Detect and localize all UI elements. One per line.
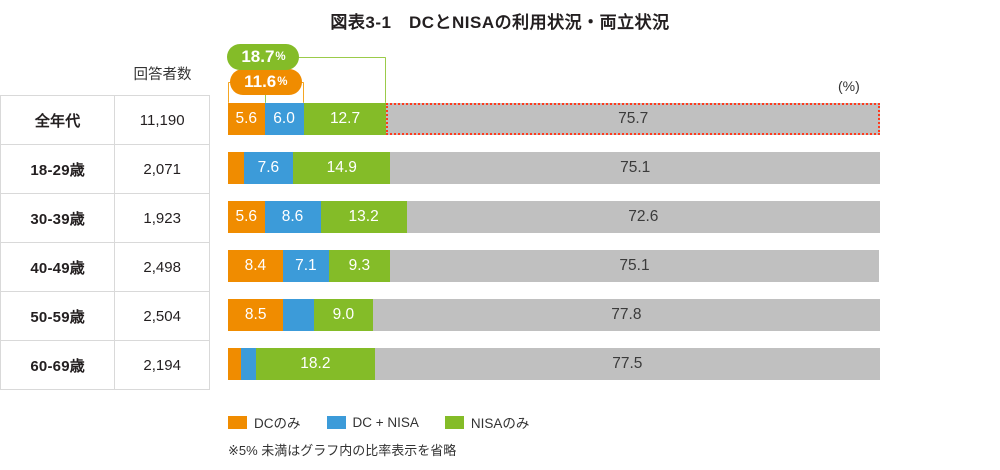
callout-nisa-total: 18.7%	[227, 44, 300, 70]
table-row: 50-59歳 2,504	[0, 291, 210, 341]
callout-dc-total: 11.6%	[229, 69, 302, 95]
bar-row: 18.2 77.5	[228, 348, 880, 380]
bar-segment: 14.9	[293, 152, 391, 184]
respondent-count-cell: 1,923	[114, 193, 210, 243]
bar-segment: 72.6	[406, 201, 880, 233]
respondents-table: 全年代 11,190 18-29歳 2,071 30-39歳 1,923 40-49歳 2,4…	[0, 95, 210, 390]
table-row: 30-39歳 1,923	[0, 193, 210, 243]
bar-segment: 18.2	[256, 348, 375, 380]
bar-segment: 8.6	[264, 201, 321, 233]
figure-title: 図表3-1 DCとNISAの利用状況・両立状況	[330, 13, 670, 32]
callout-value: 18.7	[241, 47, 275, 66]
age-group-cell: 18-29歳	[0, 144, 116, 194]
stacked-bar-chart: 5.6 6.0 12.7 75.7 7.6 14.9 75.1 5.6 8.6 13.2 72.6 8…	[227, 44, 880, 390]
table-row: 18-29歳 2,071	[0, 144, 210, 194]
bar-segment: 5.6	[228, 201, 265, 233]
bar-segment: 7.6	[243, 152, 294, 184]
age-group-cell: 50-59歳	[0, 291, 116, 341]
table-header-respondents: 回答者数	[133, 67, 192, 83]
legend-item[interactable]: DCのみ	[228, 412, 301, 432]
legend-label: DC + NISA	[352, 414, 419, 430]
bar-row: 8.5 9.0 77.8	[228, 299, 880, 331]
bar-segment	[228, 152, 244, 184]
legend-label: NISAのみ	[470, 416, 530, 431]
bar-row: 7.6 14.9 75.1	[228, 152, 880, 184]
bar-segment: 9.3	[329, 250, 390, 282]
bar-segment: 8.4	[228, 250, 283, 282]
legend-item[interactable]: DC + NISA	[326, 414, 419, 430]
bar-segment: 8.5	[228, 299, 284, 331]
bar-segment	[228, 348, 242, 380]
legend-swatch-icon	[326, 415, 346, 429]
legend-swatch-icon	[444, 415, 464, 429]
axis-unit-label: (%)	[838, 78, 860, 94]
callout-unit: %	[275, 51, 286, 63]
respondent-count-cell: 2,071	[114, 144, 210, 194]
callout-unit: %	[277, 76, 288, 88]
bar-segment: 12.7	[303, 103, 387, 135]
bar-segment: 75.1	[390, 152, 880, 184]
legend-label: DCのみ	[254, 416, 301, 431]
bar-segment	[241, 348, 257, 380]
chart-legend: DCのみ DC + NISA NISAのみ	[228, 412, 529, 432]
table-row: 60-69歳 2,194	[0, 340, 210, 390]
bar-row: 5.6 8.6 13.2 72.6	[228, 201, 880, 233]
table-row: 40-49歳 2,498	[0, 242, 210, 292]
age-group-cell: 30-39歳	[0, 193, 116, 243]
bar-row: 5.6 6.0 12.7 75.7	[228, 103, 880, 135]
respondent-count-cell: 2,194	[114, 340, 210, 390]
respondent-count-cell: 2,498	[114, 242, 210, 292]
respondent-count-cell: 2,504	[114, 291, 210, 341]
bar-row: 8.4 7.1 9.3 75.1	[228, 250, 880, 282]
bar-segment: 13.2	[320, 201, 407, 233]
age-group-cell: 全年代	[0, 95, 116, 145]
legend-item[interactable]: NISAのみ	[444, 412, 530, 432]
bar-segment: 7.1	[282, 250, 330, 282]
callout-value: 11.6	[244, 72, 277, 91]
bar-segment: 77.5	[374, 348, 880, 380]
bar-segment: 75.1	[389, 250, 880, 282]
respondent-count-cell: 11,190	[114, 95, 210, 145]
age-group-cell: 60-69歳	[0, 340, 116, 390]
table-row: 全年代 11,190	[0, 95, 210, 145]
bar-segment	[283, 299, 315, 331]
chart-footnote: ※5% 未満はグラフ内の比率表示を省略	[228, 443, 457, 458]
bar-segment: 9.0	[314, 299, 373, 331]
age-group-cell: 40-49歳	[0, 242, 116, 292]
legend-swatch-icon	[228, 415, 247, 429]
bar-segment: 5.6	[228, 103, 265, 135]
bar-segment-highlighted: 75.7	[386, 103, 880, 135]
bar-segment: 77.8	[372, 299, 880, 331]
bar-segment: 6.0	[264, 103, 304, 135]
